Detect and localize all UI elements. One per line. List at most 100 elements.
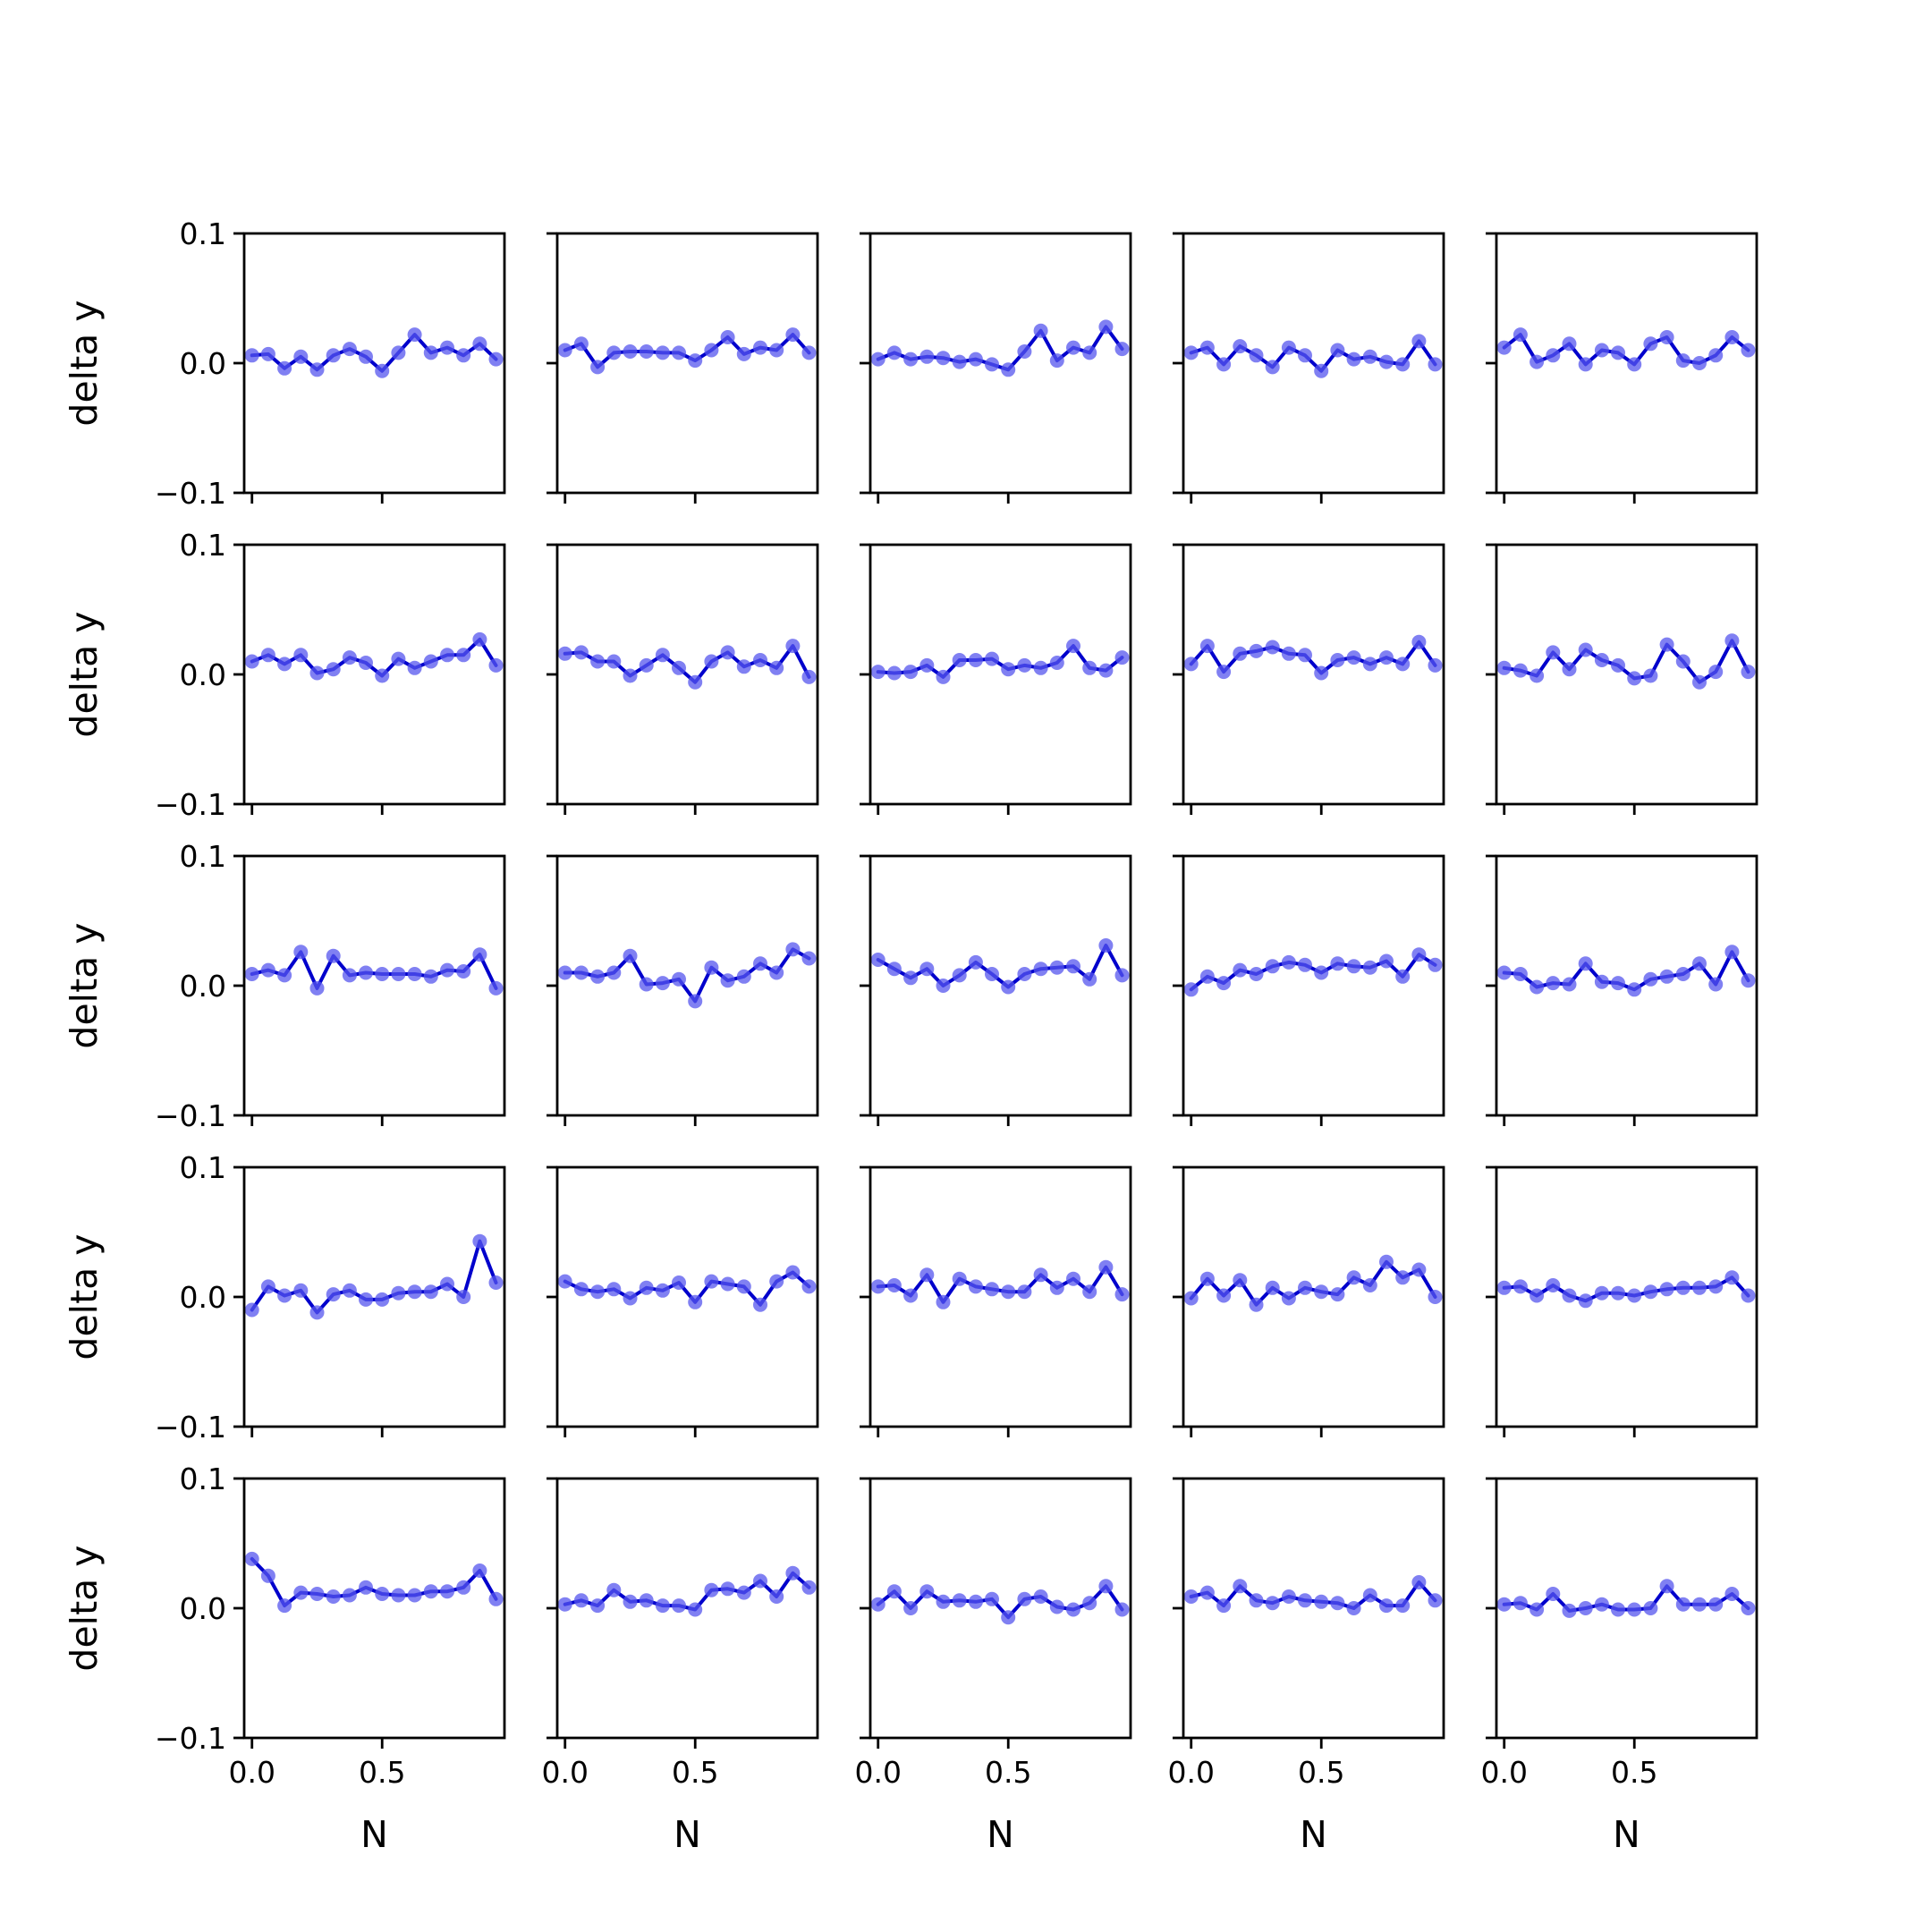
data-point — [488, 980, 504, 996]
data-point — [293, 349, 309, 364]
subplot-r2-c1: −0.1 0.0 0.1 delta y — [63, 528, 506, 822]
data-point — [1562, 336, 1577, 352]
data-point — [244, 348, 259, 363]
data-point — [277, 657, 292, 672]
series-line — [563, 644, 811, 684]
data-point — [391, 1285, 406, 1301]
data-point — [590, 654, 606, 669]
data-point — [672, 971, 686, 987]
data-point — [1265, 1596, 1280, 1611]
data-point — [472, 336, 487, 352]
data-point — [1530, 668, 1545, 683]
data-point — [309, 1305, 325, 1320]
series-line — [250, 1556, 498, 1608]
x-axis-label: N — [360, 1813, 388, 1856]
data-point — [1265, 640, 1280, 655]
data-point — [1017, 967, 1032, 981]
data-point — [1594, 653, 1609, 667]
data-point — [1346, 650, 1361, 665]
data-point — [1033, 323, 1048, 338]
data-point — [1659, 1579, 1674, 1594]
data-point — [472, 1233, 487, 1249]
data-point — [720, 1276, 735, 1292]
data-point — [573, 336, 589, 352]
data-point — [623, 668, 638, 683]
data-point — [753, 653, 767, 667]
y-tick-label: 0.0 — [180, 1591, 226, 1626]
data-point — [293, 1585, 309, 1600]
data-point — [557, 965, 572, 980]
subplot-r4-c3 — [860, 1165, 1132, 1437]
data-point — [1675, 1597, 1690, 1612]
data-point — [590, 1598, 606, 1614]
data-point — [720, 1581, 735, 1597]
data-point — [655, 1283, 670, 1298]
data-point — [557, 1597, 572, 1612]
data-point — [952, 968, 967, 983]
data-point — [968, 1594, 983, 1609]
data-point — [769, 1589, 784, 1604]
series-line — [1502, 1584, 1750, 1613]
data-point — [704, 1582, 719, 1597]
data-point — [1281, 1589, 1296, 1604]
data-point — [968, 352, 983, 367]
data-point — [1594, 1597, 1609, 1612]
data-point — [326, 948, 341, 963]
subplot-r1-c2 — [547, 232, 819, 504]
data-point — [1281, 646, 1296, 661]
data-point — [1216, 1288, 1232, 1303]
data-point — [488, 1275, 504, 1290]
data-point — [1330, 343, 1345, 358]
data-point — [753, 956, 767, 971]
data-point — [886, 1278, 902, 1292]
x-tick-label: 0.5 — [1298, 1755, 1344, 1790]
data-point — [1379, 354, 1394, 369]
y-tick-label: −0.1 — [155, 787, 226, 822]
data-point — [1314, 965, 1329, 980]
data-point — [1098, 1579, 1114, 1594]
data-point — [342, 1283, 357, 1298]
data-point — [655, 976, 670, 991]
data-point — [1314, 665, 1329, 681]
data-point — [1627, 1288, 1642, 1303]
data-point — [1233, 962, 1248, 978]
subplot-r2-c5 — [1486, 543, 1758, 815]
data-point — [1546, 1278, 1561, 1292]
subplot-r2-c2 — [547, 543, 819, 815]
y-tick-label: −0.1 — [155, 1098, 226, 1133]
data-point — [952, 354, 967, 369]
data-point — [1249, 643, 1264, 658]
data-point — [623, 948, 638, 963]
data-point — [1411, 634, 1427, 649]
series-line — [563, 1571, 811, 1612]
data-point — [785, 1265, 801, 1280]
series-line — [1189, 953, 1437, 992]
series-line — [250, 637, 498, 678]
subplot-r2-c4 — [1173, 543, 1445, 815]
data-point — [903, 352, 919, 367]
data-point — [1330, 956, 1345, 971]
data-point — [440, 648, 454, 663]
y-axis-label: delta y — [63, 611, 106, 737]
data-point — [342, 342, 357, 357]
subplot-r5-c2: 0.0 0.5 N — [541, 1477, 819, 1856]
data-point — [1496, 965, 1512, 980]
data-point — [736, 969, 751, 984]
data-point — [1546, 645, 1561, 660]
y-axis-label: delta y — [63, 922, 106, 1048]
data-point — [985, 967, 999, 981]
data-point — [785, 942, 801, 957]
data-point — [936, 1594, 951, 1609]
data-point — [639, 1593, 654, 1608]
data-point — [655, 1598, 670, 1614]
data-point — [1643, 668, 1658, 683]
data-point — [753, 1573, 767, 1589]
data-point — [688, 674, 703, 690]
data-point — [1395, 357, 1411, 372]
data-point — [359, 349, 373, 364]
subplot-r1-c1: −0.1 0.0 0.1 delta y — [63, 216, 506, 511]
data-point — [903, 1288, 919, 1303]
data-point — [1530, 354, 1545, 369]
data-point — [1249, 1593, 1264, 1608]
